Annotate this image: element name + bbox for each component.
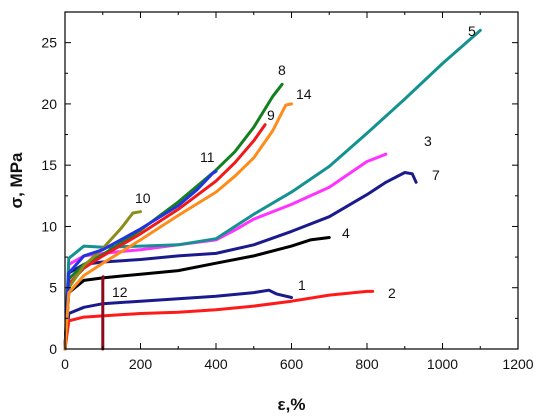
x-tick-label: 0 <box>61 356 69 372</box>
curve-label-14: 14 <box>296 86 312 102</box>
y-tick-label: 20 <box>41 96 57 112</box>
curve-label-8: 8 <box>278 62 286 78</box>
x-tick-label: 600 <box>280 356 304 372</box>
curves-group <box>63 28 482 351</box>
x-tick-label: 1200 <box>502 356 533 372</box>
curve-label-5: 5 <box>468 23 476 39</box>
curve-2 <box>63 289 375 351</box>
curve-label-4: 4 <box>342 225 350 241</box>
y-tick-label: 0 <box>49 341 57 357</box>
curve-1 <box>63 288 293 351</box>
curve-label-11: 11 <box>200 149 215 165</box>
x-tick-label: 1000 <box>427 356 458 372</box>
y-tick-label: 25 <box>41 35 57 51</box>
curve-label-7: 7 <box>432 167 440 183</box>
curve-4 <box>63 236 331 351</box>
x-tick-label: 400 <box>204 356 228 372</box>
x-tick-label: 200 <box>129 356 153 372</box>
curve-label-1: 1 <box>298 277 306 293</box>
x-axis-label: ε,% <box>278 395 306 414</box>
y-axis-label: σ, MPa <box>7 152 26 209</box>
y-tick-label: 10 <box>41 218 57 234</box>
curve-label-2: 2 <box>388 285 396 301</box>
curve-14 <box>63 102 293 351</box>
curve-7 <box>63 171 418 351</box>
curve-11 <box>63 169 218 351</box>
curve-label-10: 10 <box>135 190 151 206</box>
y-tick-label: 15 <box>41 157 57 173</box>
curve-5 <box>63 28 482 351</box>
y-tick-label: 5 <box>49 280 57 296</box>
curve-label-3: 3 <box>424 133 432 149</box>
curve-8 <box>63 82 284 351</box>
curve-label-12: 12 <box>112 284 128 300</box>
x-tick-label: 800 <box>355 356 379 372</box>
curve-label-9: 9 <box>267 107 275 123</box>
